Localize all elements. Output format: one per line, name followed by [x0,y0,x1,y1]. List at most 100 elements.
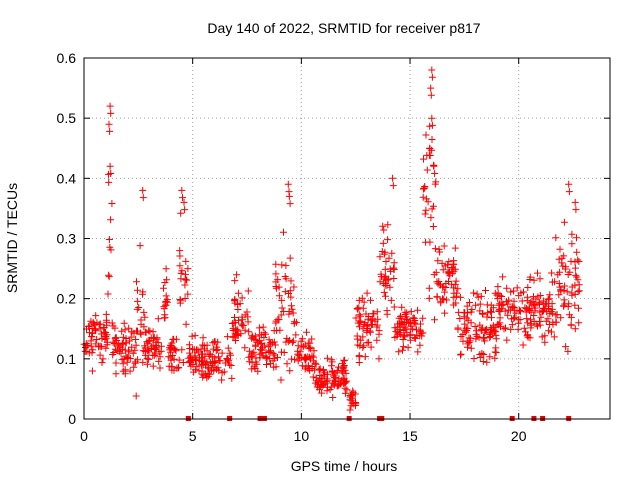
data-point [121,326,129,334]
data-point [282,262,290,270]
data-point [104,290,112,298]
data-point [134,356,142,364]
data-point [464,316,472,324]
data-point [357,336,365,344]
data-point [289,309,297,317]
data-point [200,371,208,379]
data-point [278,296,286,304]
data-point [485,330,493,338]
data-point [476,354,484,361]
data-point [558,259,566,267]
data-point [440,242,448,250]
data-point [199,334,207,342]
data-point [384,221,392,229]
data-point [151,344,159,352]
data-point [531,307,539,315]
data-point [111,324,119,332]
data-point [161,311,169,319]
data-point [363,289,371,297]
data-point [318,380,326,388]
data-point [545,327,553,335]
data-point [373,308,381,316]
data-point [466,337,474,345]
data-point [520,324,528,332]
data-point [238,322,246,330]
data-point [213,343,220,351]
data-point [540,307,547,315]
data-point [141,313,149,321]
data-point [335,363,342,371]
data-point [359,344,367,351]
data-point [278,304,286,312]
data-point [541,338,549,346]
data-point [88,367,96,375]
data-point [105,271,113,279]
data-point [261,342,269,350]
data-point [367,343,375,351]
data-point [176,296,184,303]
data-point [536,308,544,316]
data-point [560,296,568,304]
data-point [280,349,288,356]
data-point [464,343,471,351]
data-point [382,292,389,300]
data-point [395,314,403,322]
data-point [524,331,532,339]
data-point [302,355,310,362]
data-point [290,283,298,291]
data-point [508,315,516,323]
data-point [343,386,351,394]
data-point [139,186,147,194]
data-point [380,226,388,234]
data-point [480,335,488,343]
data-point [328,368,336,376]
data-point [460,313,468,321]
data-point [316,365,324,373]
data-point [552,234,560,242]
data-point [110,340,118,347]
data-point [84,341,92,349]
data-point [430,162,438,170]
data-point [389,182,397,190]
data-point [312,360,320,368]
data-point [87,342,95,350]
data-point [209,339,217,347]
data-point [236,300,244,308]
y-tick-label: 0.4 [57,170,77,186]
data-point [456,315,464,322]
data-point [253,360,261,368]
data-point [188,332,196,340]
data-point [491,354,499,362]
data-point [466,299,473,306]
data-point [555,291,563,299]
data-point [186,349,194,357]
data-point [269,350,277,358]
data-point [296,348,304,356]
data-point [274,276,282,284]
data-point [98,359,106,367]
y-tick-label: 0.1 [57,351,77,367]
data-point [289,337,297,345]
data-point [573,273,581,281]
data-point [550,333,558,341]
data-point [477,326,485,334]
data-point [504,300,512,308]
data-point [199,357,206,365]
data-point [244,318,252,326]
data-point [454,285,462,293]
data-point [524,284,532,291]
data-point [482,287,489,294]
data-point [561,282,569,290]
data-point [398,303,406,311]
data-point [252,341,260,349]
data-point [505,296,513,304]
data-point [170,335,178,343]
data-point [184,265,192,273]
data-point [277,376,285,384]
data-point [474,293,482,301]
data-point [154,339,162,347]
data-point [562,263,570,271]
data-point [476,300,484,308]
data-point [92,327,100,335]
data-point [470,355,478,362]
